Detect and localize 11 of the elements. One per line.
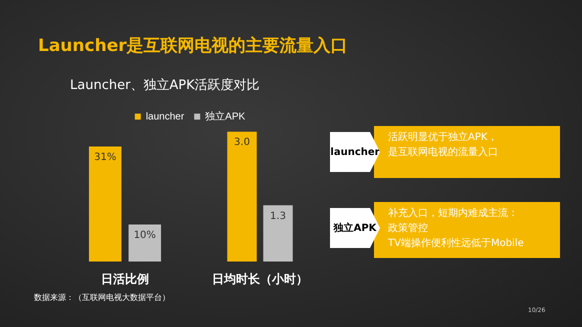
source-note: 数据来源：（互联网电视大数据平台） [34, 292, 170, 303]
data-label: 3.0 [234, 137, 250, 148]
chart-title: Launcher是互联网电视的主要流量入口 [38, 35, 348, 57]
legend-label: launcher [146, 111, 185, 122]
chart-subtitle: Launcher、独立APK活跃度对比 [70, 77, 260, 94]
legend-label: 独立APK [205, 110, 246, 122]
data-label: 1.3 [270, 210, 286, 222]
data-label: 10% [134, 230, 156, 242]
x-tick-label: 日活比例 [101, 272, 149, 286]
data-label: 31% [94, 152, 116, 164]
x-tick-label: 日均时长（小时） [212, 272, 308, 286]
